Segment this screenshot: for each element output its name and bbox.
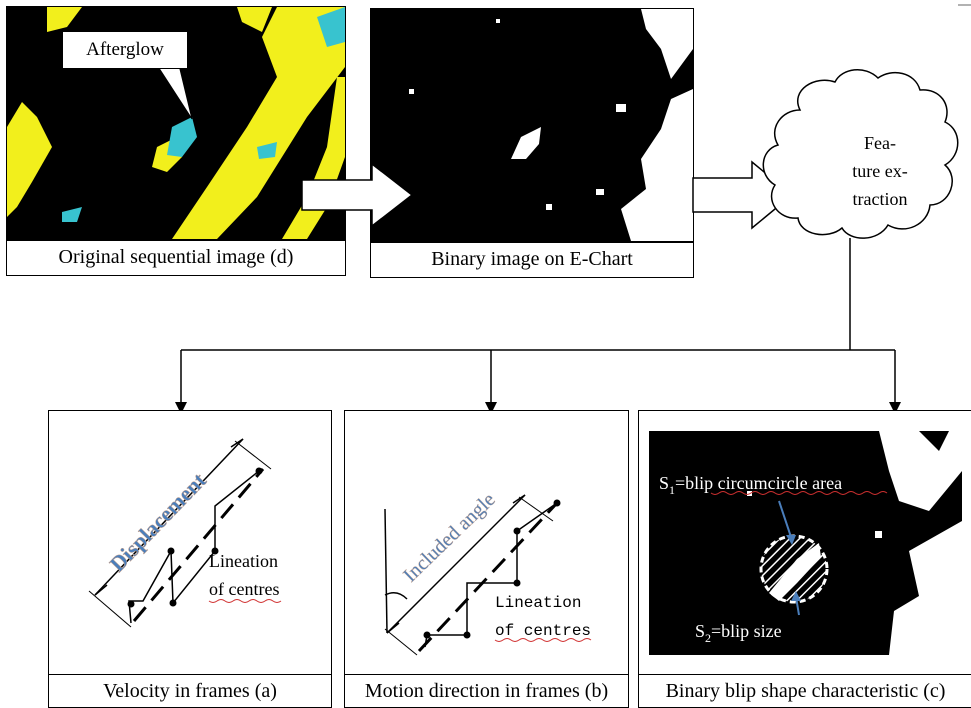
velocity-caption: Velocity in frames (a) bbox=[48, 674, 332, 708]
shape-panel: S1=blip circumcircle area S2=blip size bbox=[638, 410, 971, 678]
direction-lineation-2: of centres bbox=[495, 622, 591, 640]
velocity-lineation-2: of centres bbox=[209, 579, 279, 599]
binary-image bbox=[371, 9, 693, 241]
direction-caption: Motion direction in frames (b) bbox=[344, 674, 629, 708]
direction-diagram: Included angle Lineation of centres bbox=[384, 488, 592, 656]
afterglow-callout: Afterglow bbox=[62, 31, 188, 69]
block-arrow-1 bbox=[301, 162, 414, 228]
velocity-lineation-1: Lineation bbox=[209, 551, 278, 571]
binary-image-panel bbox=[370, 8, 694, 242]
cloud-line-2: ture ex- bbox=[852, 161, 908, 181]
s2-label: S2=blip size bbox=[695, 621, 782, 645]
s1-label: S1=blip circumcircle area bbox=[659, 473, 842, 497]
cloud-line-1: Fea- bbox=[864, 133, 896, 153]
shape-caption: Binary blip shape characteristic (c) bbox=[638, 674, 971, 708]
feature-extraction-cloud bbox=[762, 69, 959, 239]
direction-lineation-1: Lineation bbox=[495, 594, 581, 612]
direction-panel: Included angle Lineation of centres bbox=[344, 410, 629, 678]
original-image-panel: Afterglow bbox=[6, 6, 346, 240]
shape-diagram: S1=blip circumcircle area S2=blip size bbox=[649, 431, 962, 655]
displacement-label: Displacement bbox=[105, 467, 212, 576]
velocity-panel: Displacement Lineation of centres bbox=[48, 410, 332, 678]
original-image-caption: Original sequential image (d) bbox=[6, 240, 346, 276]
cloud-line-3: traction bbox=[852, 189, 908, 209]
included-angle-label: Included angle bbox=[399, 489, 499, 587]
binary-image-caption: Binary image on E-Chart bbox=[370, 242, 694, 278]
velocity-diagram: Displacement Lineation of centres bbox=[88, 438, 282, 628]
